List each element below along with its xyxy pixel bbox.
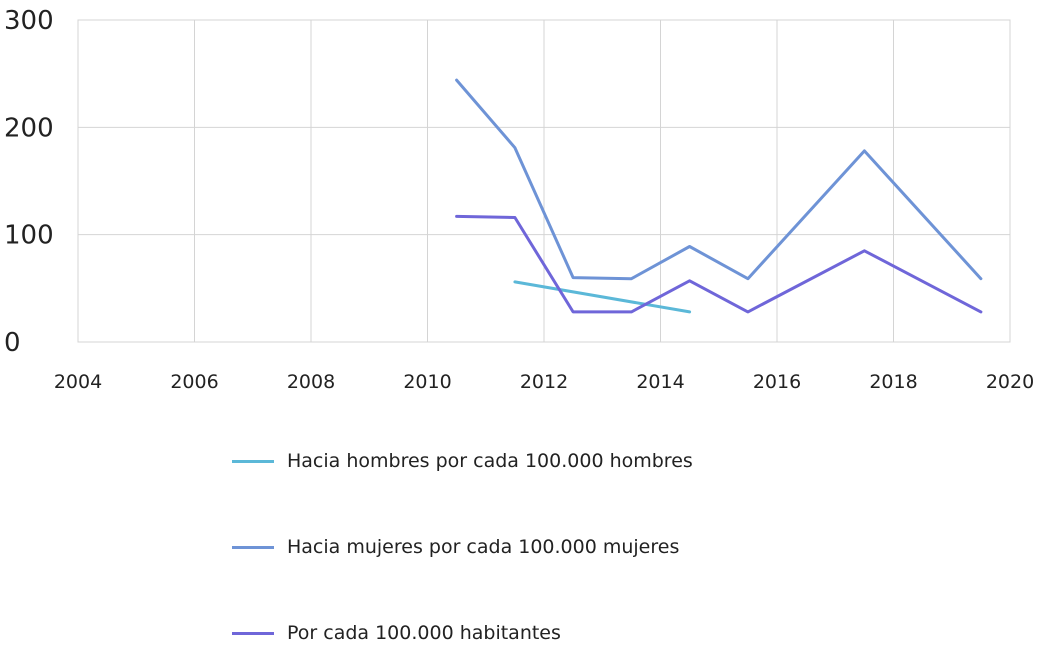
legend-swatch-habitantes xyxy=(232,631,274,635)
series-line-1 xyxy=(513,280,692,314)
y-tick-label: 200 xyxy=(4,113,54,143)
x-tick-label: 2012 xyxy=(520,371,568,393)
x-tick-label: 2006 xyxy=(170,371,218,393)
series-line-3 xyxy=(455,214,983,314)
legend-item-hombres: Hacia hombres por cada 100.000 hombres xyxy=(232,446,693,476)
legend-label-hombres: Hacia hombres por cada 100.000 hombres xyxy=(287,450,693,472)
x-tick-label: 2020 xyxy=(986,371,1034,393)
x-tick-label: 2008 xyxy=(287,371,335,393)
chart-series xyxy=(455,78,983,314)
line-chart: 2004 2006 2008 2010 2012 2014 2016 2018 2020 0 100… xyxy=(4,6,1034,393)
x-tick-label: 2018 xyxy=(869,371,917,393)
legend-item-mujeres: Hacia mujeres por cada 100.000 mujeres xyxy=(232,532,679,562)
y-tick-label: 300 xyxy=(4,6,54,36)
x-tick-label: 2016 xyxy=(753,371,801,393)
legend-swatch-mujeres xyxy=(232,545,274,549)
chart-grid xyxy=(77,19,1011,343)
legend-swatch-hombres xyxy=(232,459,274,463)
y-tick-label: 0 xyxy=(4,328,21,358)
x-tick-label: 2004 xyxy=(54,371,102,393)
x-tick-label: 2014 xyxy=(636,371,684,393)
legend-label-habitantes: Por cada 100.000 habitantes xyxy=(287,622,561,644)
legend-item-habitantes: Por cada 100.000 habitantes xyxy=(232,618,561,648)
chart-axis-labels: 2004 2006 2008 2010 2012 2014 2016 2018 2020 0 100… xyxy=(4,6,1034,393)
legend-label-mujeres: Hacia mujeres por cada 100.000 mujeres xyxy=(287,536,680,558)
series-line-2 xyxy=(455,78,983,281)
x-tick-label: 2010 xyxy=(403,371,451,393)
y-tick-label: 100 xyxy=(4,221,54,251)
